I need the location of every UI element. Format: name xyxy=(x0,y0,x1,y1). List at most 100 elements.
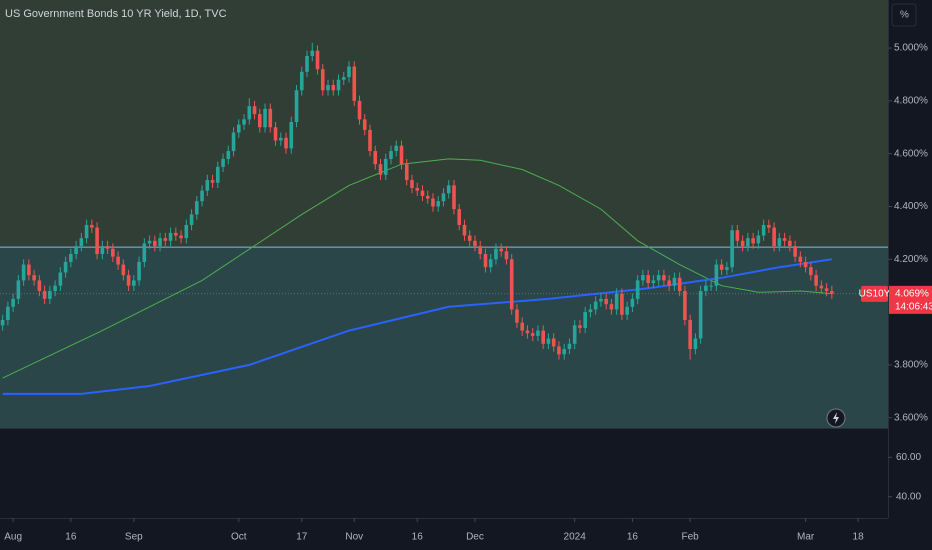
x-tick-label: Mar xyxy=(797,532,815,543)
candle-body xyxy=(205,180,210,191)
candle-body xyxy=(672,277,677,286)
candle-body xyxy=(819,285,824,289)
candle-body xyxy=(494,248,498,260)
candle-body xyxy=(557,346,561,355)
candle-body xyxy=(216,166,220,183)
candle-body xyxy=(305,55,309,72)
candle-body xyxy=(21,264,26,281)
candle-body xyxy=(278,137,283,141)
upper-zone xyxy=(0,0,888,248)
candle-body xyxy=(273,127,278,141)
candle-body xyxy=(116,256,120,265)
candle-body xyxy=(719,264,724,270)
candle-body xyxy=(473,240,477,247)
candle-body xyxy=(105,246,110,249)
candle-body xyxy=(341,77,346,80)
candle-body xyxy=(394,145,399,152)
candle-body xyxy=(641,275,645,281)
candle-body xyxy=(236,124,241,133)
x-tick-label: Oct xyxy=(231,532,247,543)
candle-body xyxy=(462,224,467,236)
candle-body xyxy=(714,264,719,286)
candle-body xyxy=(210,180,215,183)
candle-body xyxy=(126,275,131,286)
candle-body xyxy=(263,108,267,128)
candle-body xyxy=(677,277,682,291)
candle-body xyxy=(704,285,708,291)
price-label: 4.069% xyxy=(895,289,929,300)
candle-body xyxy=(457,209,462,225)
candle-body xyxy=(90,224,94,228)
candle-body xyxy=(315,50,320,70)
candle-body xyxy=(42,290,47,299)
candle-body xyxy=(803,261,808,268)
x-tick-label: Sep xyxy=(125,532,143,543)
candle-body xyxy=(777,238,782,247)
candle-body xyxy=(446,185,451,194)
candle-body xyxy=(268,108,273,128)
candle-body xyxy=(132,280,136,286)
candle-body xyxy=(95,227,99,255)
symbol-badge xyxy=(861,285,888,302)
candle-body xyxy=(195,201,199,215)
candle-body xyxy=(425,195,430,199)
candle-body xyxy=(336,79,341,91)
candle-body xyxy=(751,238,755,244)
candle-body xyxy=(756,235,761,244)
candle-body xyxy=(772,227,776,247)
candle-body xyxy=(646,275,650,284)
candle-body xyxy=(226,151,231,159)
candle-body xyxy=(404,164,409,181)
candle-body xyxy=(662,275,666,281)
candle-body xyxy=(74,246,78,255)
unit-label[interactable]: % xyxy=(900,10,909,21)
symbol-label: US10Y xyxy=(859,289,891,300)
candle-body xyxy=(58,272,63,286)
candle-body xyxy=(184,224,189,239)
candle-body xyxy=(746,238,750,247)
moving-average xyxy=(2,258,832,395)
unit-button[interactable] xyxy=(891,3,917,27)
y-tick-label: 4.600% xyxy=(894,148,928,159)
candle-body xyxy=(27,264,31,276)
candle-body xyxy=(452,185,456,210)
candle-body xyxy=(730,230,734,268)
candle-body xyxy=(709,285,713,287)
time-axis-border xyxy=(0,518,888,519)
candle-body xyxy=(651,280,656,284)
candle-body xyxy=(221,158,225,167)
y-tick-label: 3.800% xyxy=(894,360,928,371)
candle-body xyxy=(814,275,818,286)
x-tick-label: 2024 xyxy=(564,532,587,543)
countdown-label: 14:06:43 xyxy=(895,302,932,313)
y-tick-label: 3.600% xyxy=(894,412,928,423)
candle-body xyxy=(588,309,593,313)
candle-body xyxy=(788,240,792,247)
candle-body xyxy=(767,224,771,228)
candle-body xyxy=(48,290,52,299)
x-tick-label: Feb xyxy=(682,532,700,543)
candle-body xyxy=(158,238,162,247)
candle-body xyxy=(200,190,204,202)
candle-body xyxy=(725,267,729,270)
candle-body xyxy=(688,320,692,350)
candle-body xyxy=(630,298,635,307)
lower-zone xyxy=(0,247,888,428)
candle-body xyxy=(399,145,404,165)
candle-body xyxy=(735,230,740,241)
candle-body xyxy=(483,254,488,268)
y-tick-label: 5.000% xyxy=(894,43,928,54)
candle-body xyxy=(0,320,5,326)
candle-body xyxy=(174,232,178,236)
candle-body xyxy=(331,85,336,91)
candle-body xyxy=(231,132,236,152)
candle-body xyxy=(431,198,435,207)
candle-body xyxy=(111,248,115,257)
candle-body xyxy=(420,190,425,196)
candle-body xyxy=(536,330,540,336)
candle-body xyxy=(37,280,42,291)
candle-body xyxy=(415,187,420,191)
candle-body xyxy=(698,290,703,339)
candle-body xyxy=(137,261,141,281)
candle-body xyxy=(53,285,57,291)
